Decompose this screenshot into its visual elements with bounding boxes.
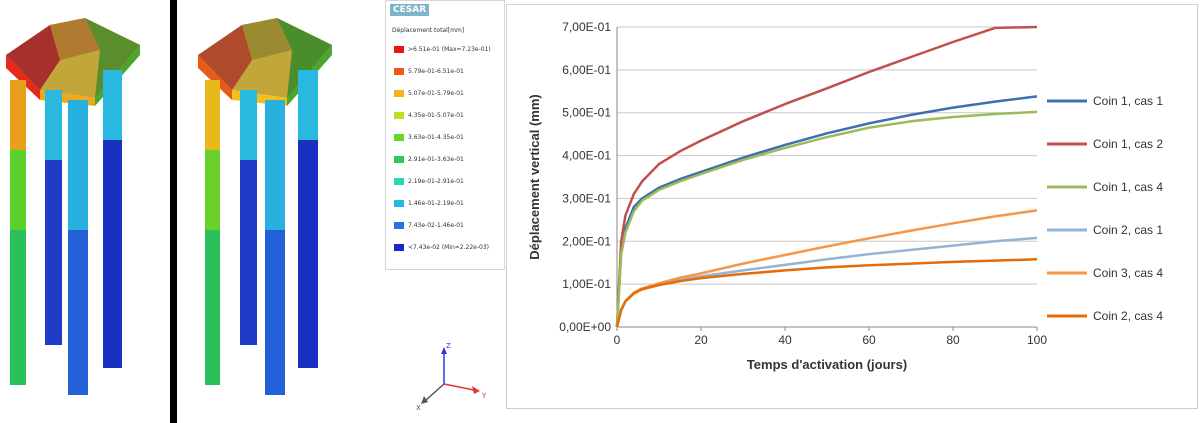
x-tick-label: 40 bbox=[778, 333, 792, 347]
legend-item-label: <7.43e-02 (Min=2.22e-03) bbox=[408, 244, 489, 251]
legend-label: Coin 1, cas 1 bbox=[1093, 94, 1163, 108]
legend-item: >6.51e-01 (Max=7.23e-01) bbox=[394, 45, 491, 54]
brand-label: CESAR bbox=[390, 4, 430, 16]
x-tick-label: 0 bbox=[614, 333, 621, 347]
legend-item: 7.43e-02-1.46e-01 bbox=[394, 221, 464, 230]
y-tick-label: 5,00E-01 bbox=[562, 106, 611, 120]
x-axis-label: X bbox=[416, 404, 421, 412]
legend-title: Déplacement total[mm] bbox=[392, 27, 465, 34]
legend-item: 5.07e-01-5.79e-01 bbox=[394, 89, 464, 98]
series-line bbox=[615, 25, 1038, 328]
view-divider bbox=[170, 0, 177, 423]
color-legend-panel: CESAR Déplacement total[mm] >6.51e-01 (M… bbox=[385, 0, 505, 270]
legend-item-label: 1.46e-01-2.19e-01 bbox=[408, 200, 464, 207]
legend-swatch bbox=[394, 46, 404, 53]
legend-item-label: 5.07e-01-5.79e-01 bbox=[408, 90, 464, 97]
legend-label: Coin 2, cas 1 bbox=[1093, 223, 1163, 237]
legend-item: 5.79e-01-6.51e-01 bbox=[394, 67, 464, 76]
legend-item: 2.91e-01-3.63e-01 bbox=[394, 155, 464, 164]
legend-item-label: 5.79e-01-6.51e-01 bbox=[408, 68, 464, 75]
legend-swatch bbox=[394, 156, 404, 163]
legend-swatch bbox=[394, 90, 404, 97]
series-line bbox=[615, 209, 1038, 328]
y-tick-label: 1,00E-01 bbox=[562, 277, 611, 291]
legend-swatch bbox=[394, 178, 404, 185]
y-tick-label: 7,00E-01 bbox=[562, 20, 611, 34]
fem-model-view-right bbox=[198, 18, 332, 395]
y-tick-label: 2,00E-01 bbox=[562, 234, 611, 248]
legend-item-label: 3.63e-01-4.35e-01 bbox=[408, 134, 464, 141]
legend-item: 3.63e-01-4.35e-01 bbox=[394, 133, 464, 142]
legend-label: Coin 1, cas 2 bbox=[1093, 137, 1163, 151]
legend-swatch bbox=[394, 222, 404, 229]
fem-model-view-left bbox=[6, 18, 140, 395]
legend-item-label: 2.19e-01-2.91e-01 bbox=[408, 178, 464, 185]
series-line bbox=[615, 236, 1038, 328]
z-axis-label: Z bbox=[446, 342, 451, 350]
legend-item-label: 2.91e-01-3.63e-01 bbox=[408, 156, 464, 163]
x-tick-label: 60 bbox=[862, 333, 876, 347]
x-axis-title: Temps d'activation (jours) bbox=[747, 357, 907, 372]
series-line bbox=[615, 95, 1038, 328]
series-line bbox=[615, 110, 1038, 328]
legend-label: Coin 2, cas 4 bbox=[1093, 309, 1163, 323]
y-tick-label: 0,00E+00 bbox=[559, 320, 611, 334]
y-tick-label: 6,00E-01 bbox=[562, 63, 611, 77]
x-tick-label: 100 bbox=[1027, 333, 1047, 347]
y-tick-label: 4,00E-01 bbox=[562, 149, 611, 163]
legend-swatch bbox=[394, 68, 404, 75]
x-tick-label: 20 bbox=[694, 333, 708, 347]
displacement-chart: 0,00E+00 1,00E-01 2,00E-01 3,00E-01 4,00E-01… bbox=[506, 4, 1198, 409]
legend-swatch bbox=[394, 112, 404, 119]
legend-item-label: >6.51e-01 (Max=7.23e-01) bbox=[408, 46, 491, 53]
x-tick-label: 80 bbox=[946, 333, 960, 347]
legend-swatch bbox=[394, 244, 404, 251]
y-axis-label: Y bbox=[481, 392, 487, 400]
legend-swatch bbox=[394, 200, 404, 207]
legend-label: Coin 1, cas 4 bbox=[1093, 180, 1163, 194]
axis-triad: Z Y X bbox=[416, 342, 487, 412]
y-axis-title: Déplacement vertical (mm) bbox=[527, 94, 542, 259]
legend-item: 1.46e-01-2.19e-01 bbox=[394, 199, 464, 208]
legend-item: 2.19e-01-2.91e-01 bbox=[394, 177, 464, 186]
legend-label: Coin 3, cas 4 bbox=[1093, 266, 1163, 280]
series-line bbox=[615, 258, 1038, 328]
legend-swatch bbox=[394, 134, 404, 141]
fem-model-views bbox=[6, 0, 332, 423]
y-tick-label: 3,00E-01 bbox=[562, 191, 611, 205]
legend-item-label: 4.35e-01-5.07e-01 bbox=[408, 112, 464, 119]
legend-item: 4.35e-01-5.07e-01 bbox=[394, 111, 464, 120]
legend-item-label: 7.43e-02-1.46e-01 bbox=[408, 222, 464, 229]
legend-item: <7.43e-02 (Min=2.22e-03) bbox=[394, 243, 489, 252]
